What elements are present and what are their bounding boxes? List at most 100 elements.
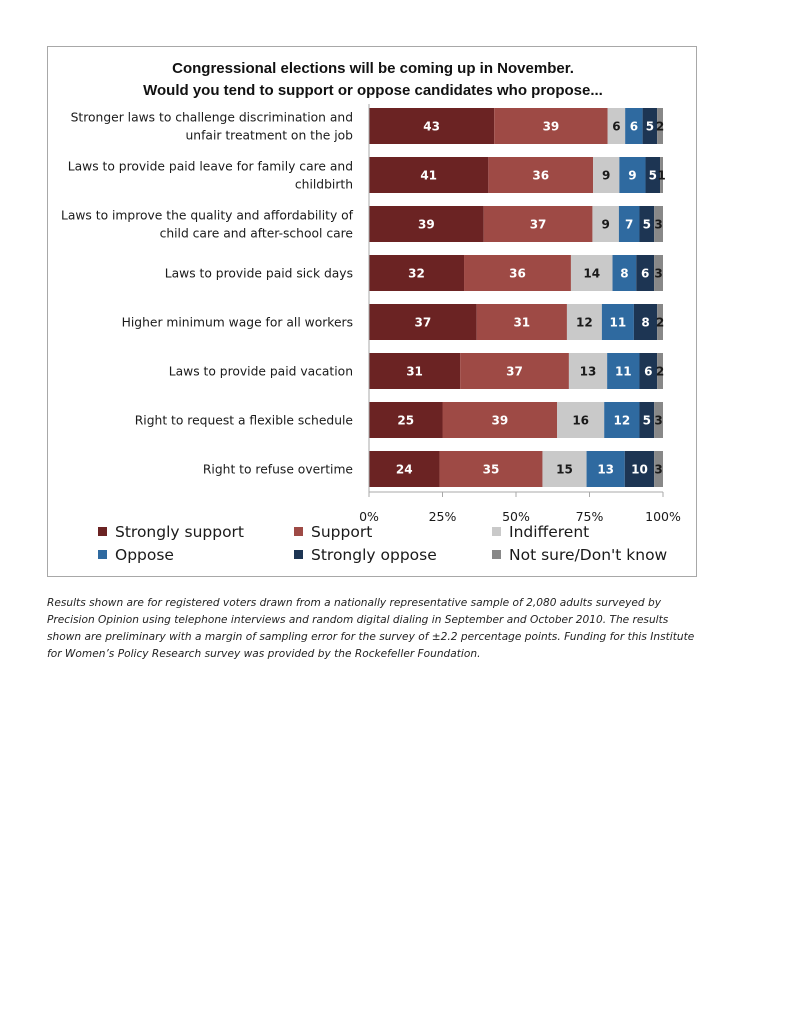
data-label: 3 xyxy=(654,463,662,477)
chart-container: Congressional elections will be coming u… xyxy=(47,46,697,577)
x-tick-label: 75% xyxy=(576,509,604,524)
data-label: 2 xyxy=(656,316,664,330)
x-tick-label: 100% xyxy=(645,509,681,524)
category-label: Right to request a flexible schedule xyxy=(135,414,353,428)
data-label: 16 xyxy=(572,414,589,428)
data-label: 5 xyxy=(649,169,657,183)
bar-segment xyxy=(369,255,465,291)
bar-segment xyxy=(369,353,461,389)
category-label: Laws to provide paid vacation xyxy=(169,365,353,379)
data-label: 39 xyxy=(418,218,435,232)
data-label: 12 xyxy=(576,316,593,330)
bar-segment xyxy=(607,353,640,389)
footnote: Results shown are for registered voters … xyxy=(47,597,695,660)
x-tick-label: 25% xyxy=(429,509,457,524)
data-label: 10 xyxy=(631,463,648,477)
data-label: 41 xyxy=(420,169,437,183)
bar-segment xyxy=(636,255,655,291)
data-label: 8 xyxy=(641,316,649,330)
data-label: 3 xyxy=(654,218,662,232)
bar-segment xyxy=(633,304,658,340)
bar-segment xyxy=(369,304,477,340)
bar-segment xyxy=(645,157,661,193)
bar-segment xyxy=(488,157,594,193)
bar-segment xyxy=(369,451,440,487)
x-tick-label: 0% xyxy=(359,509,379,524)
chart-title-line-2: Would you tend to support or oppose cand… xyxy=(143,82,603,99)
bar-segment xyxy=(439,451,543,487)
data-label: 12 xyxy=(613,414,630,428)
bar-segment xyxy=(566,304,602,340)
data-label: 36 xyxy=(509,267,526,281)
data-label: 11 xyxy=(615,365,632,379)
data-label: 9 xyxy=(628,169,636,183)
bar-segment xyxy=(657,353,663,389)
data-label: 5 xyxy=(646,120,654,134)
bar-segment xyxy=(607,108,626,144)
bar-segment xyxy=(654,206,663,242)
bar-segment xyxy=(460,353,569,389)
data-label: 6 xyxy=(644,365,652,379)
data-label: 24 xyxy=(396,463,413,477)
category-label: child care and after-school care xyxy=(160,227,353,241)
bar-segment xyxy=(601,304,634,340)
data-label: 37 xyxy=(506,365,523,379)
bar-segment xyxy=(369,108,495,144)
bar-segment xyxy=(592,206,619,242)
bar-segment xyxy=(464,255,571,291)
bar-segment xyxy=(557,402,605,438)
data-label: 14 xyxy=(583,267,600,281)
bar-segment xyxy=(624,451,655,487)
data-label: 13 xyxy=(597,463,614,477)
data-label: 39 xyxy=(491,414,508,428)
data-label: 36 xyxy=(532,169,549,183)
legend-label: Support xyxy=(311,523,372,541)
data-label: 9 xyxy=(602,169,610,183)
data-label: 31 xyxy=(406,365,423,379)
bar-segment xyxy=(369,402,443,438)
data-label: 5 xyxy=(643,414,651,428)
data-label: 9 xyxy=(601,218,609,232)
bar-segment xyxy=(483,206,593,242)
bar-segment xyxy=(625,108,643,144)
x-tick-label: 50% xyxy=(502,509,530,524)
data-label: 39 xyxy=(543,120,560,134)
bar-segment xyxy=(369,206,484,242)
bar-segment xyxy=(654,402,663,438)
bar-segment xyxy=(639,353,658,389)
legend-label: Oppose xyxy=(115,546,174,564)
bar-segment xyxy=(642,108,658,144)
category-label: childbirth xyxy=(295,178,353,192)
data-label: 2 xyxy=(656,365,664,379)
category-label: Higher minimum wage for all workers xyxy=(122,316,353,330)
data-label: 32 xyxy=(408,267,425,281)
data-label: 37 xyxy=(414,316,431,330)
legend-label: Strongly support xyxy=(115,523,244,541)
bar-segment xyxy=(657,108,663,144)
data-label: 43 xyxy=(423,120,440,134)
bar-segment xyxy=(654,255,663,291)
data-label: 15 xyxy=(556,463,573,477)
data-label: 11 xyxy=(610,316,627,330)
bar-segment xyxy=(542,451,587,487)
data-label: 5 xyxy=(643,218,651,232)
bar-segment xyxy=(618,206,640,242)
legend-swatch xyxy=(294,550,303,559)
data-label: 6 xyxy=(641,267,649,281)
bar-segment xyxy=(654,451,663,487)
data-label: 25 xyxy=(397,414,414,428)
bar-segment xyxy=(604,402,640,438)
data-label: 1 xyxy=(657,169,665,183)
category-label: Stronger laws to challenge discriminatio… xyxy=(71,111,353,125)
data-label: 8 xyxy=(620,267,628,281)
data-label: 2 xyxy=(656,120,664,134)
bar-segment xyxy=(612,255,637,291)
data-label: 13 xyxy=(580,365,597,379)
data-label: 35 xyxy=(483,463,500,477)
legend-label: Indifferent xyxy=(509,523,589,541)
bar-segment xyxy=(568,353,608,389)
bar-segment xyxy=(570,255,613,291)
bar-segment xyxy=(586,451,625,487)
bar-segment xyxy=(639,402,655,438)
